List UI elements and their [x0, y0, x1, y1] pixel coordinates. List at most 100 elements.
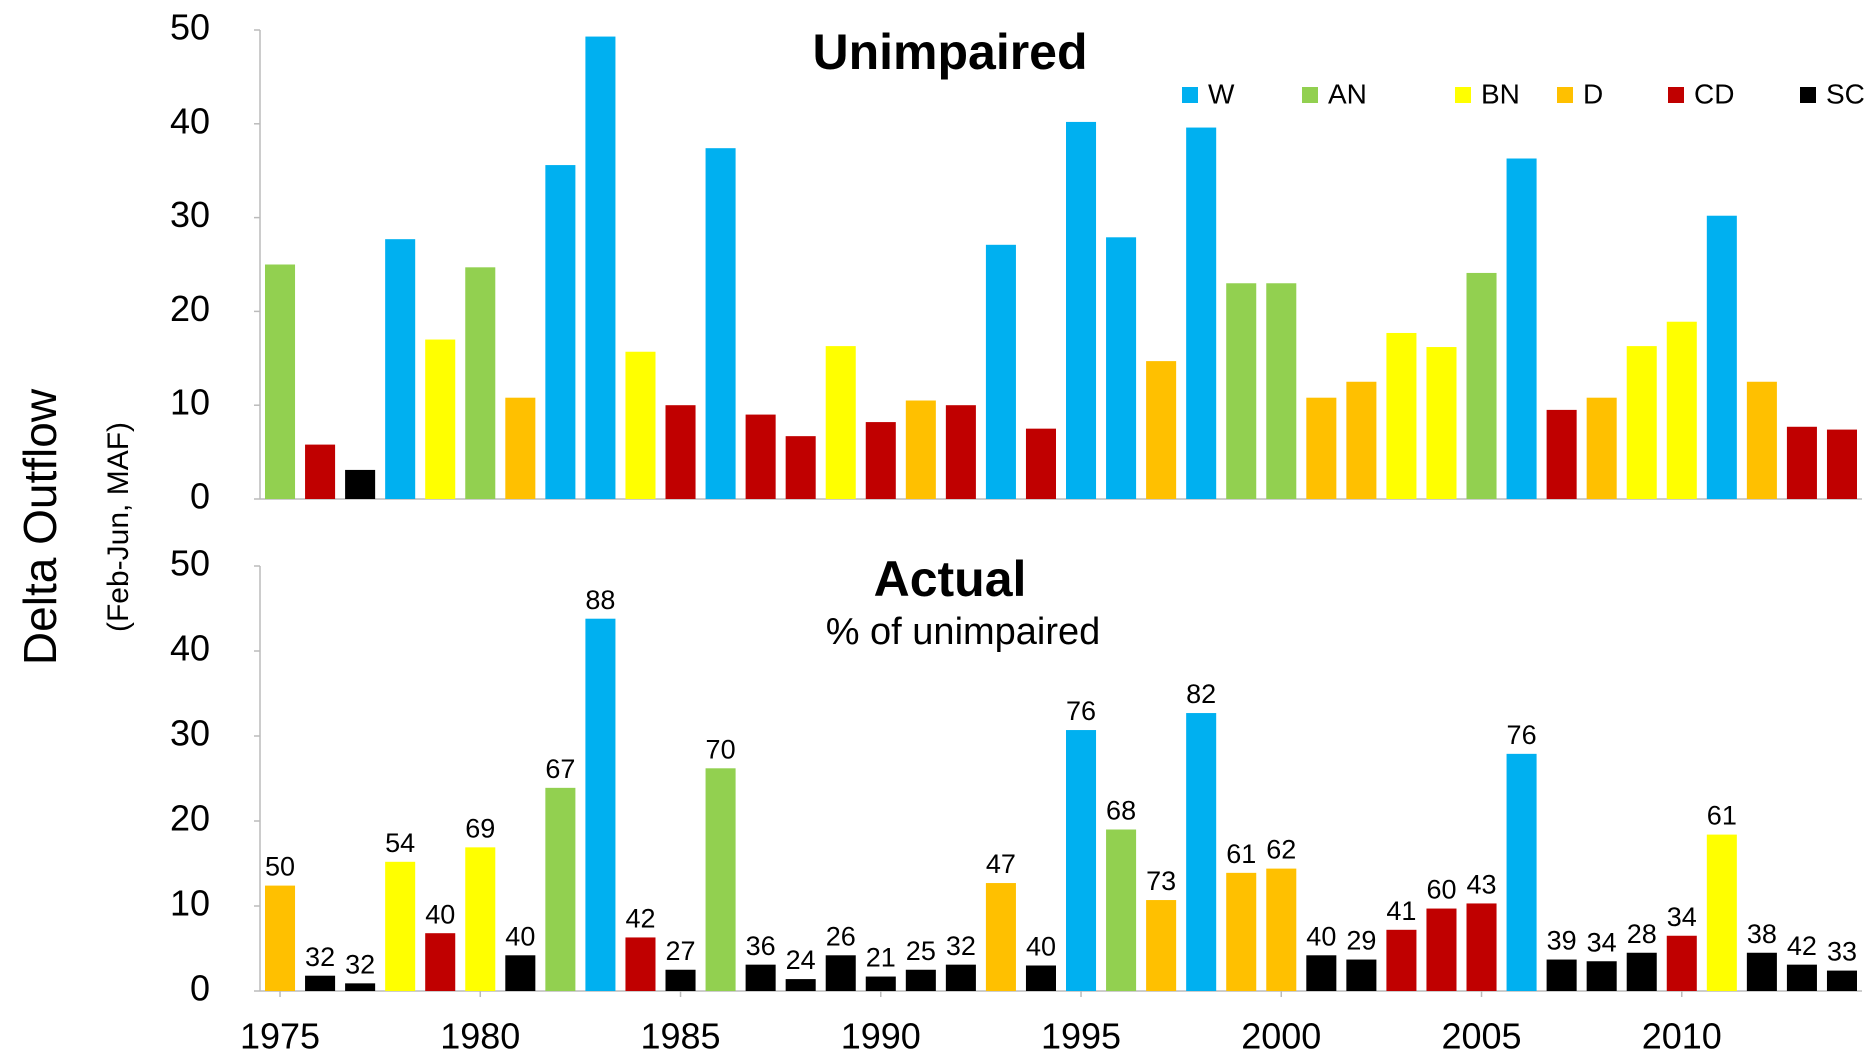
x-tick-label: 2010	[1642, 1016, 1722, 1057]
y-tick-label: 50	[170, 543, 210, 584]
bar-label: 21	[866, 943, 896, 973]
bar-label: 29	[1346, 926, 1376, 956]
bar	[545, 165, 576, 499]
bar	[945, 405, 976, 499]
x-tick-label: 2005	[1441, 1016, 1521, 1057]
bar-label: 62	[1266, 835, 1296, 865]
bar	[425, 933, 456, 991]
bar	[1506, 753, 1537, 991]
legend-swatch	[1302, 87, 1318, 103]
x-tick-label: 1980	[440, 1016, 520, 1057]
bar	[1746, 952, 1777, 991]
bar	[585, 36, 616, 499]
bar	[1106, 829, 1137, 991]
bar	[985, 883, 1016, 991]
bar	[1506, 158, 1537, 500]
bar-label: 43	[1467, 870, 1497, 900]
bar	[1146, 900, 1177, 991]
panel-title: Unimpaired	[812, 24, 1087, 80]
bar	[465, 267, 496, 499]
bar-label: 54	[385, 828, 415, 858]
bar-label: 50	[265, 852, 295, 882]
bar-label: 61	[1226, 839, 1256, 869]
bar	[385, 239, 416, 499]
bar-label: 88	[585, 585, 615, 615]
y-tick-label: 40	[170, 100, 210, 141]
bar	[345, 983, 376, 991]
bar	[1226, 283, 1257, 499]
bar-label: 32	[305, 942, 335, 972]
bar	[585, 618, 616, 991]
bar-label: 60	[1426, 875, 1456, 905]
bar	[985, 244, 1016, 499]
bar	[505, 397, 536, 499]
y-axis-label: Delta Outflow	[14, 388, 66, 665]
bar-label: 32	[946, 931, 976, 961]
bar	[745, 964, 776, 991]
bar	[1786, 426, 1817, 499]
bar-label: 76	[1507, 720, 1537, 750]
y-axis-units: (Feb-Jun, MAF)	[102, 422, 135, 632]
bar-label: 28	[1627, 919, 1657, 949]
bar-label: 34	[1667, 902, 1697, 932]
bar	[1386, 929, 1417, 991]
bar	[1266, 868, 1297, 991]
legend-swatch	[1557, 87, 1573, 103]
legend-swatch	[1182, 87, 1198, 103]
bar-label: 40	[1306, 921, 1336, 951]
bar	[1706, 215, 1737, 499]
legend-label: D	[1583, 78, 1603, 109]
bar	[1186, 127, 1217, 499]
y-tick-label: 20	[170, 288, 210, 329]
legend-label: W	[1208, 78, 1235, 109]
bar-label: 67	[545, 754, 575, 784]
bar-label: 76	[1066, 696, 1096, 726]
bar	[305, 975, 336, 991]
y-tick-label: 0	[190, 476, 210, 517]
bar	[1666, 321, 1697, 499]
bar-label: 73	[1146, 866, 1176, 896]
bar	[1226, 872, 1257, 991]
y-tick-label: 50	[170, 7, 210, 48]
bar-label: 32	[345, 949, 375, 979]
bar-label: 69	[465, 813, 495, 843]
bar-label: 47	[986, 849, 1016, 879]
bar	[1346, 381, 1377, 499]
bar	[945, 964, 976, 991]
bar-label: 34	[1587, 927, 1617, 957]
bar	[1066, 121, 1097, 499]
legend-label: SC	[1826, 78, 1865, 109]
bar	[865, 976, 896, 991]
bar	[1706, 834, 1737, 991]
bar-label: 41	[1386, 896, 1416, 926]
legend-label: CD	[1694, 78, 1734, 109]
legend-swatch	[1668, 87, 1684, 103]
bar-label: 42	[625, 904, 655, 934]
bar-label: 82	[1186, 679, 1216, 709]
bar	[905, 969, 936, 991]
bar-label: 27	[666, 936, 696, 966]
bar	[1666, 935, 1697, 991]
bar	[265, 885, 296, 991]
x-tick-label: 1975	[240, 1016, 320, 1057]
bar	[1586, 961, 1617, 991]
legend-label: BN	[1481, 78, 1520, 109]
bar-label: 39	[1547, 926, 1577, 956]
bar	[1746, 381, 1777, 499]
bar-label: 36	[746, 931, 776, 961]
bar	[785, 979, 816, 991]
y-tick-label: 20	[170, 798, 210, 839]
bar	[265, 264, 296, 499]
bar	[465, 847, 496, 991]
bar	[1266, 283, 1297, 499]
bar-label: 40	[425, 899, 455, 929]
bar-label: 26	[826, 921, 856, 951]
bar	[825, 346, 856, 499]
legend-swatch	[1800, 87, 1816, 103]
x-tick-label: 1990	[841, 1016, 921, 1057]
bar-label: 61	[1707, 801, 1737, 831]
x-tick-label: 1985	[640, 1016, 720, 1057]
bar	[865, 422, 896, 499]
